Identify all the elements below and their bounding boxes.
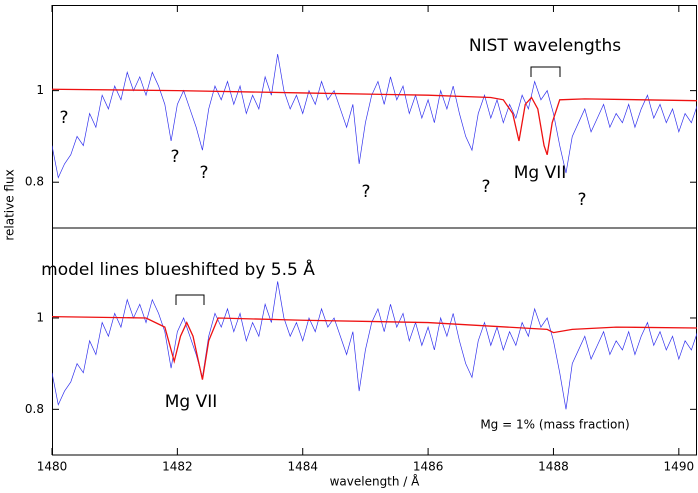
annotation: ? bbox=[481, 177, 490, 197]
x-tick-label: 1484 bbox=[287, 460, 318, 474]
annotation: ? bbox=[361, 182, 370, 202]
spectrum-line bbox=[52, 315, 697, 380]
y-tick-label: 1 bbox=[36, 310, 44, 324]
annotation: model lines blueshifted by 5.5 Å bbox=[41, 258, 315, 280]
annotation: Mg = 1% (mass fraction) bbox=[480, 418, 629, 432]
x-tick-label: 1486 bbox=[413, 460, 444, 474]
annotation: ? bbox=[170, 147, 179, 167]
panel-frame bbox=[52, 227, 697, 456]
annotation: ? bbox=[59, 108, 68, 128]
bracket bbox=[530, 66, 561, 77]
annotation: ? bbox=[577, 190, 586, 210]
spectrum-line bbox=[52, 53, 697, 179]
y-tick-label: 0.8 bbox=[25, 175, 44, 189]
y-axis-label: relative flux bbox=[3, 169, 17, 240]
spectrum-line bbox=[52, 88, 697, 155]
y-tick-label: 1 bbox=[36, 83, 44, 97]
x-axis-label: wavelength / Å bbox=[330, 474, 421, 489]
x-tick-label: 1480 bbox=[37, 460, 68, 474]
annotation: Mg VII bbox=[514, 163, 567, 183]
annotation: Mg VII bbox=[165, 392, 218, 412]
annotation: NIST wavelengths bbox=[469, 36, 621, 56]
x-tick-label: 1490 bbox=[664, 460, 695, 474]
plot-area bbox=[52, 281, 697, 410]
x-tick-label: 1482 bbox=[162, 460, 193, 474]
annotation: ? bbox=[199, 163, 208, 183]
y-tick-label: 0.8 bbox=[25, 402, 44, 416]
spectrum-line bbox=[52, 281, 697, 410]
plot-area bbox=[52, 53, 697, 179]
bracket bbox=[175, 294, 205, 305]
x-tick-label: 1488 bbox=[538, 460, 569, 474]
